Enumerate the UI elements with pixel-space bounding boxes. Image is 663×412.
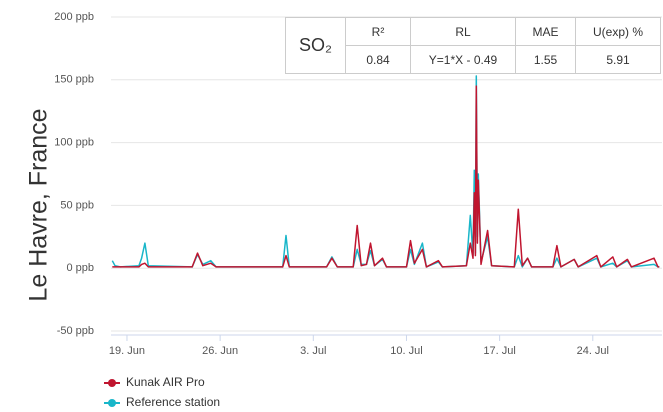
value-cell: 1.55 xyxy=(515,45,576,74)
legend-marker xyxy=(108,379,116,387)
series-line xyxy=(111,75,660,268)
y-tick-label: -50 ppb xyxy=(57,325,94,337)
y-tick-label: 50 ppb xyxy=(60,199,94,211)
x-tick-label: 10. Jul xyxy=(390,345,422,357)
x-tick-label: 26. Jun xyxy=(202,345,238,357)
legend-label: Kunak AIR Pro xyxy=(126,375,205,389)
x-tick-label: 17. Jul xyxy=(483,345,515,357)
x-tick-label: 19. Jun xyxy=(109,345,145,357)
pollutant: SO₂ xyxy=(285,17,346,74)
y-tick-label: 0 ppb xyxy=(66,262,94,274)
value-cell: 5.91 xyxy=(575,45,661,74)
y-tick-label: 150 ppb xyxy=(54,74,94,86)
value-cell: 0.84 xyxy=(345,45,411,74)
stats-table: SO₂ R² RL MAE U(exp) % 0.84 Y=1*X - 0.49… xyxy=(285,17,661,74)
header-cell: MAE xyxy=(515,17,576,46)
y-tick-label: 100 ppb xyxy=(54,137,94,149)
legend-marker xyxy=(108,399,116,407)
y-tick-label: 200 ppb xyxy=(54,11,94,23)
header-cell: R² xyxy=(345,17,411,46)
x-tick-label: 3. Jul xyxy=(300,345,326,357)
legend-label: Reference station xyxy=(126,395,220,409)
header-cell: U(exp) % xyxy=(575,17,661,46)
series-line xyxy=(112,85,660,268)
x-tick-label: 24. Jul xyxy=(577,345,609,357)
header-cell: RL xyxy=(410,17,516,46)
y-axis-title: Le Havre, France xyxy=(25,108,53,301)
value-cell: Y=1*X - 0.49 xyxy=(410,45,516,74)
